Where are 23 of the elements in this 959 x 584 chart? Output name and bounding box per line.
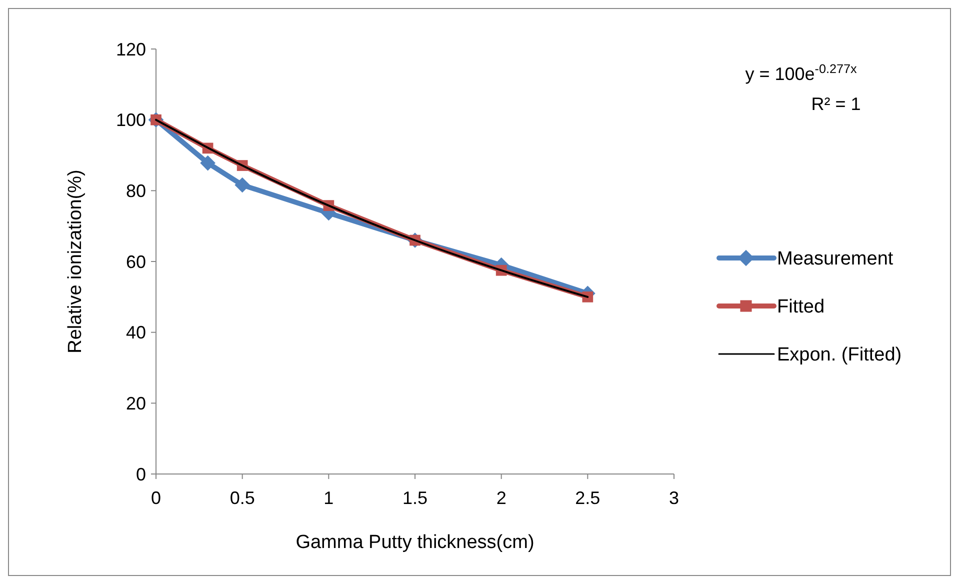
x-tick-label: 1.5 — [402, 488, 428, 508]
y-tick-label: 120 — [116, 39, 146, 60]
point — [200, 155, 216, 171]
y-tick-label: 80 — [126, 180, 146, 201]
x-tick-label: 0 — [150, 488, 162, 508]
legend-label: Measurement — [777, 248, 894, 270]
x-tick-label: 2.5 — [575, 488, 600, 508]
y-axis-title: Relative ionization(%) — [65, 170, 86, 354]
legend-label: Fitted — [777, 296, 825, 318]
y-tick-label: 100 — [116, 110, 146, 130]
y-tick-label: 60 — [126, 252, 146, 272]
x-tick-label: 2 — [496, 488, 506, 508]
x-tick-label: 0.5 — [230, 488, 255, 508]
text: y = 100e$^{-0.277x}$ — [745, 62, 858, 84]
y-tick-label: 20 — [126, 393, 146, 414]
x-axis-title: Gamma Putty thickness(cm) — [296, 532, 534, 553]
legend-label: Expon. (Fitted) — [777, 344, 902, 366]
text: R² = 1 — [811, 94, 861, 114]
y-tick-label: 0 — [136, 464, 146, 484]
x-tick-label: 1 — [324, 488, 334, 508]
x-tick-label: 3 — [668, 488, 680, 508]
y-tick-label: 40 — [126, 322, 146, 343]
point — [234, 177, 250, 193]
